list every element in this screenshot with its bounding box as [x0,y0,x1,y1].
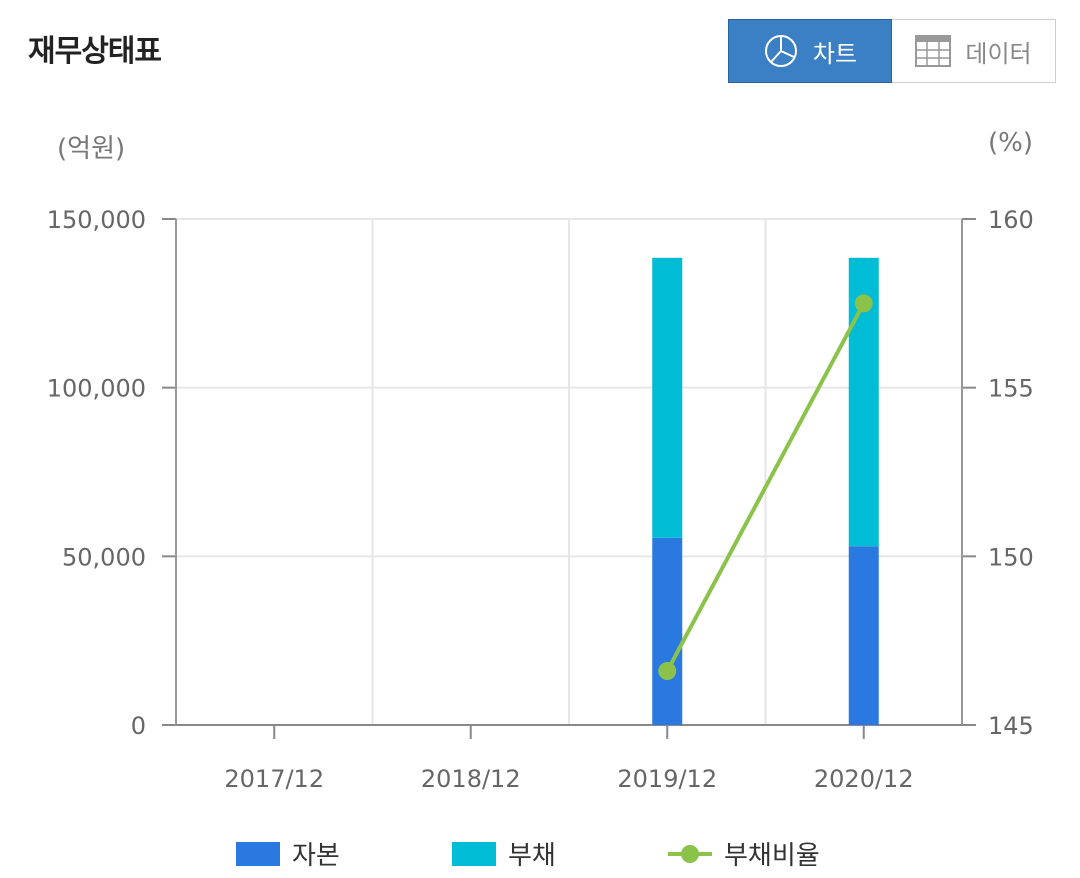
chart-view-label: 차트 [812,39,858,68]
chart-view-button[interactable]: 차트 [728,19,892,83]
data-view-label: 데이터 [965,39,1032,68]
left-axis-unit: (억원) [57,134,126,164]
financial-chart: 150,000 160 100,000 155 50,000 150 0 145 2017/12… [47,206,1034,793]
legend-item-liability[interactable]: 부채 [452,835,556,872]
bar-capital [848,546,879,725]
left-axis-tick-label: 150,000 [47,206,146,234]
chart-legend: 자본 부채 부채비율 [0,835,1080,875]
legend-label-ratio: 부채비율 [724,841,820,871]
legend-swatch-ratio [668,844,712,863]
right-axis-tick-label: 150 [988,543,1034,571]
ratio-line [665,302,866,672]
left-axis-tick-label: 50,000 [62,543,146,571]
x-axis-tick-label: 2018/12 [421,765,521,793]
right-axis-unit: (%) [988,128,1033,158]
bar-liability [652,257,683,538]
ratio-point [658,662,677,681]
right-axis-tick-label: 155 [988,375,1034,403]
bar-capital [652,537,683,725]
x-axis-tick-label: 2019/12 [617,765,717,793]
legend-item-capital[interactable]: 자본 [236,835,340,872]
right-axis-tick-label: 145 [988,712,1034,740]
legend-label-capital: 자본 [292,841,340,871]
ratio-point [854,294,873,313]
data-view-button[interactable]: 데이터 [892,19,1056,83]
right-axis-tick-label: 160 [988,206,1034,234]
legend-item-ratio[interactable]: 부채비율 [668,835,820,872]
x-axis-tick-label: 2020/12 [814,765,914,793]
left-axis-tick-label: 0 [131,712,146,740]
table-grid-icon [915,35,952,67]
legend-label-liability: 부채 [508,841,556,871]
page-title: 재무상태표 [28,34,162,69]
left-axis-tick-label: 100,000 [47,375,146,403]
x-axis-tick-label: 2017/12 [224,765,324,793]
legend-swatch-liability [452,841,496,866]
view-toggle: 차트 데이터 [728,19,1056,83]
legend-swatch-capital [236,841,280,866]
pie-chart-icon [764,35,797,67]
